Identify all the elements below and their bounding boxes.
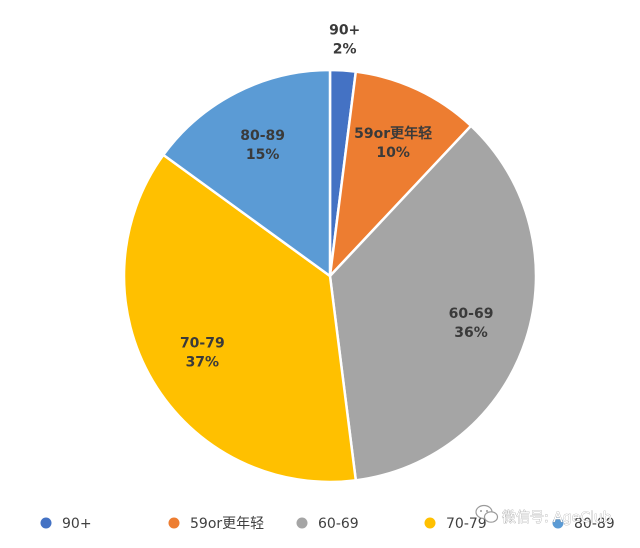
pie-slice-60-69 [328, 124, 538, 482]
watermark-text: 微信号: AgeClub [502, 510, 612, 526]
slice-label-60-69: 60-69 [449, 306, 494, 322]
legend: 90+ 59or更年轻 60-69 70-79 80-89 [40, 516, 615, 532]
legend-label-90: 90+ [62, 516, 92, 532]
legend-label-80-89: 80-89 [574, 516, 615, 532]
slice-label-70-79: 70-79 [180, 336, 225, 352]
legend-marker-59or [168, 517, 180, 529]
legend-marker-70-79 [424, 517, 436, 529]
wechat-icon [475, 504, 499, 523]
slice-label-80-89: 80-89 [240, 128, 285, 144]
legend-label-59or: 59or更年轻 [190, 516, 264, 532]
legend-marker-60-69 [296, 517, 308, 529]
pie-labels: 90+ 2% 59or更年轻 10% 60-69 36% 70-79 37% 80-89 15% [180, 22, 494, 370]
legend-label-60-69: 60-69 [318, 516, 359, 532]
slice-value-80-89: 15% [246, 147, 280, 163]
slice-value-70-79: 37% [186, 355, 220, 371]
pie-slices [122, 68, 538, 484]
slice-label-59or: 59or更年轻 [354, 125, 432, 142]
pie-slice-59or [328, 70, 473, 278]
legend-marker-90 [40, 517, 52, 529]
slice-value-60-69: 36% [454, 325, 488, 341]
watermark: 微信号: AgeClub [475, 504, 612, 526]
slice-value-59or: 10% [376, 145, 410, 161]
pie-slice-70-79 [122, 153, 358, 484]
slice-value-90: 2% [333, 41, 357, 57]
pie-slice-80-89 [162, 68, 332, 278]
legend-label-70-79: 70-79 [446, 516, 487, 532]
slice-label-90: 90+ [329, 22, 360, 38]
legend-marker-80-89 [552, 517, 564, 529]
